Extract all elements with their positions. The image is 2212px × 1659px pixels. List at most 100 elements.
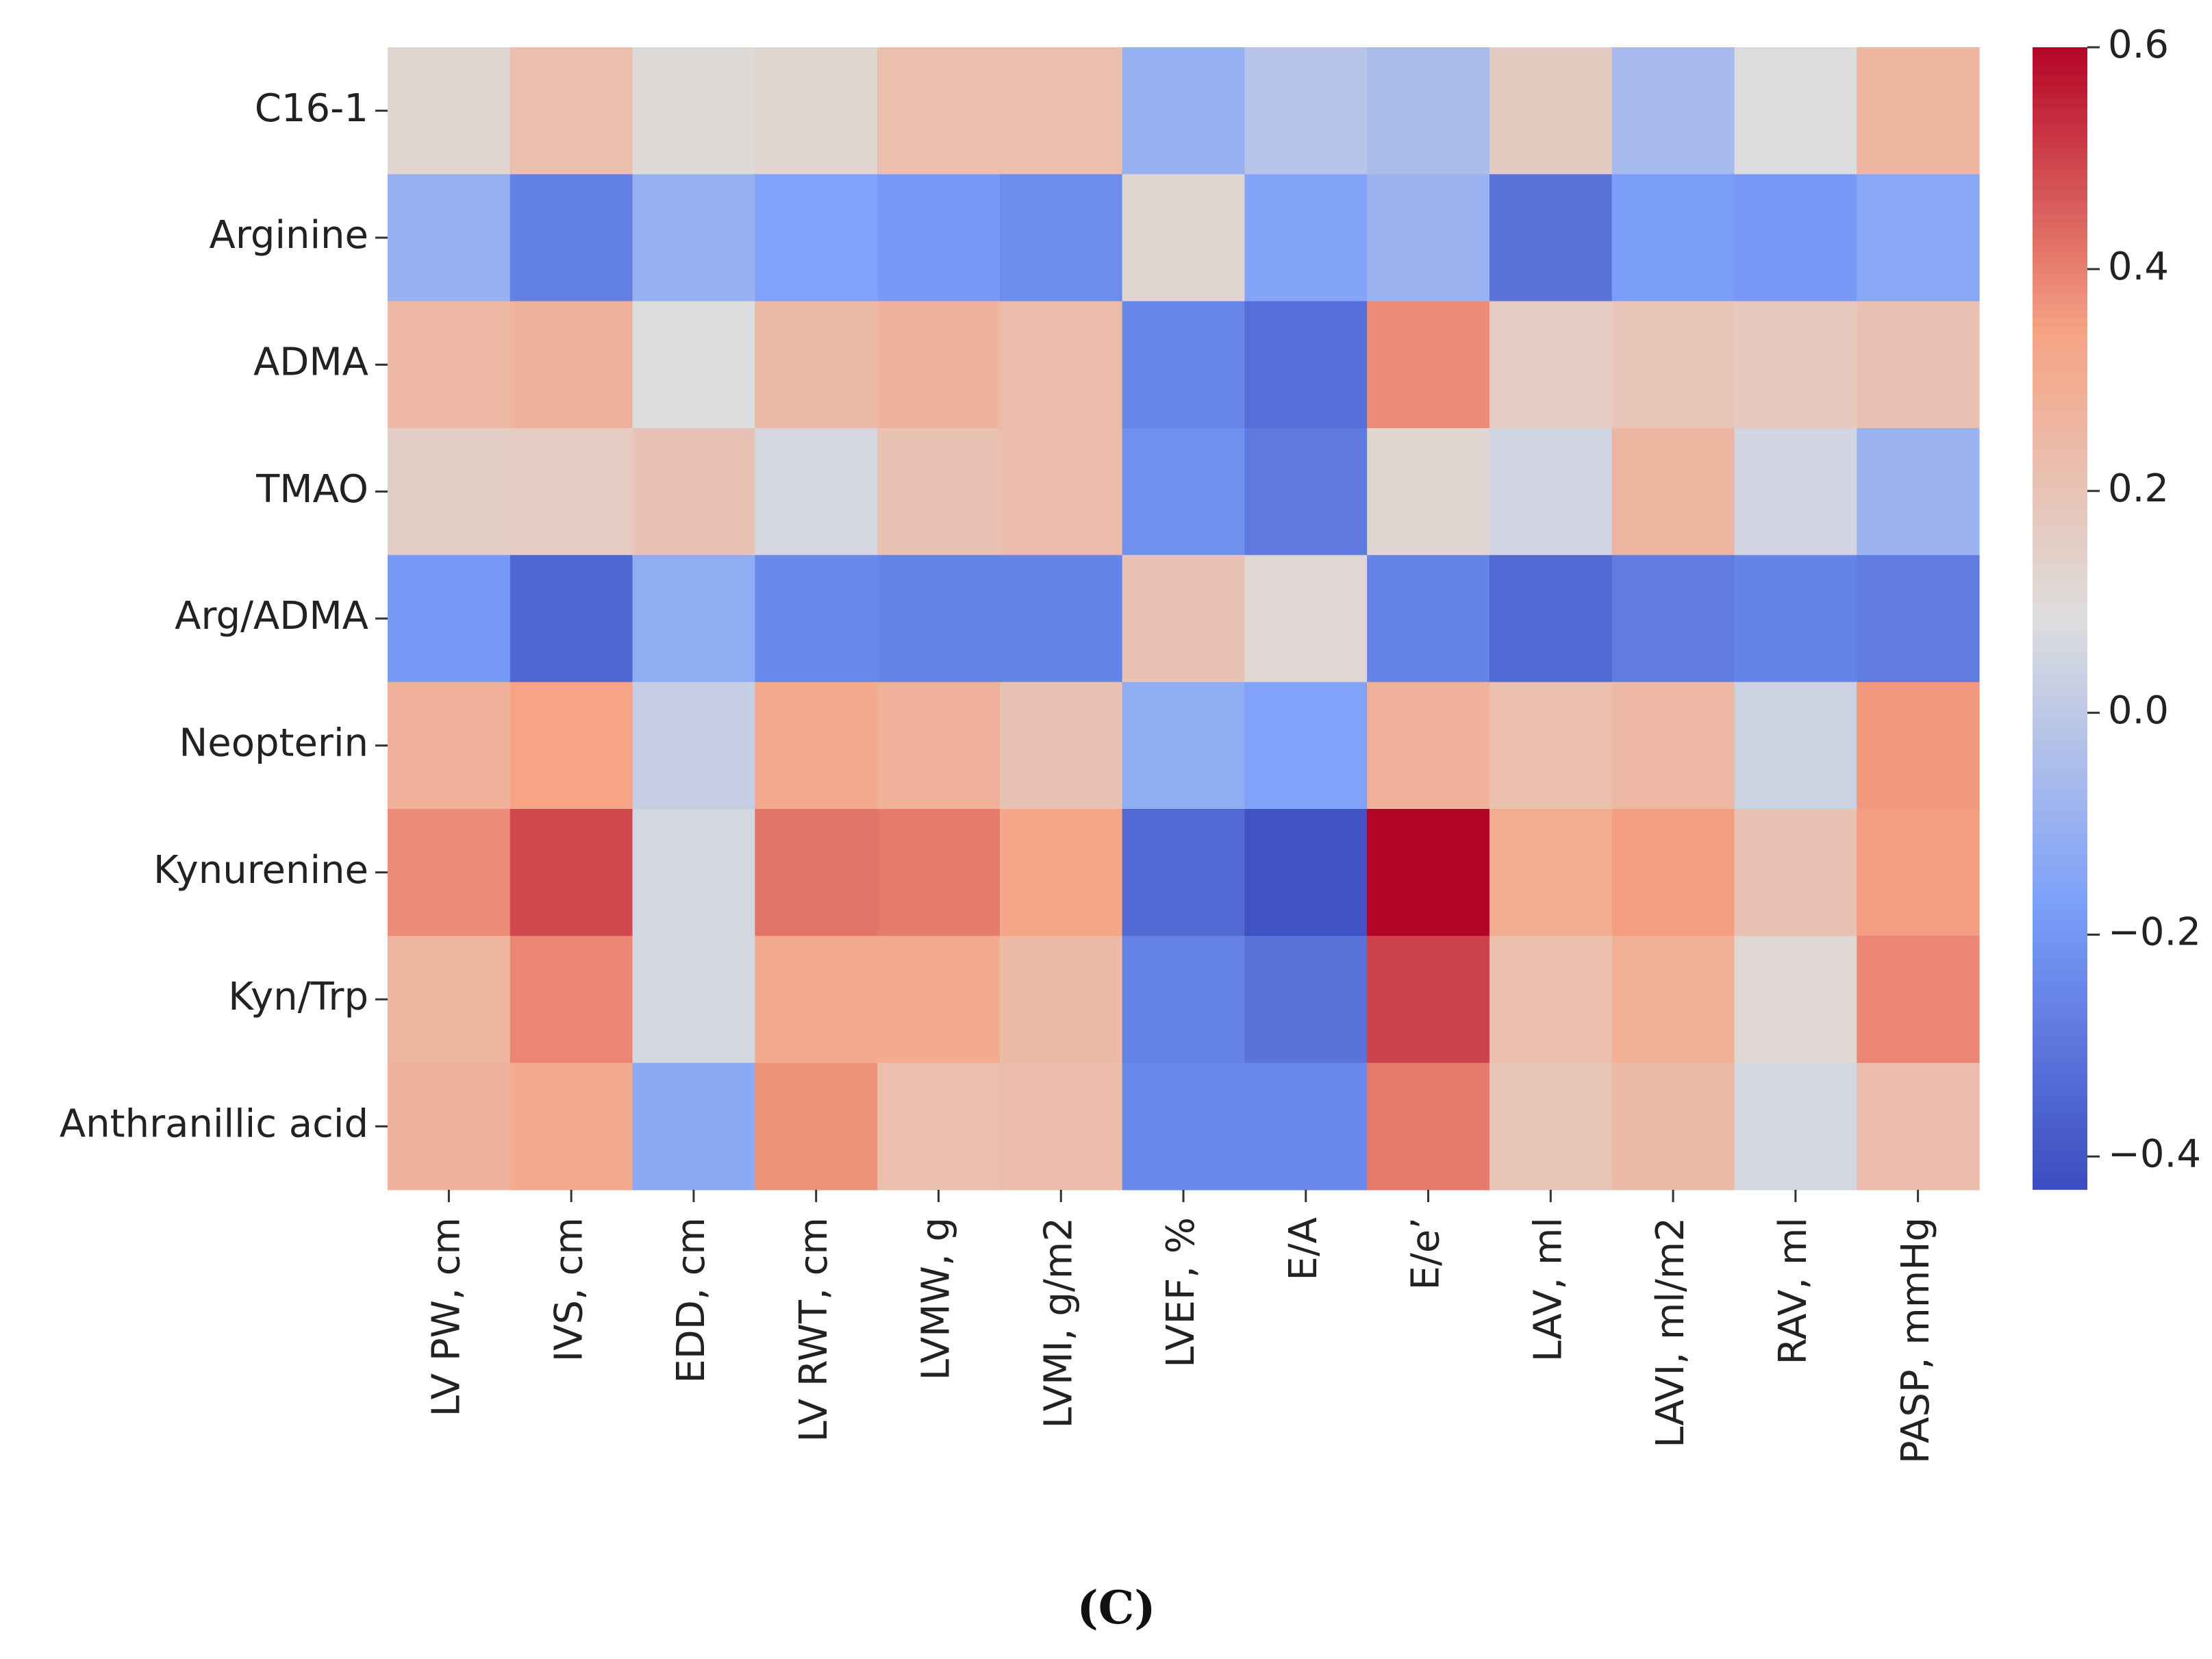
heatmap-cell xyxy=(510,555,633,683)
heatmap-cell xyxy=(388,936,511,1064)
heatmap-cell xyxy=(1611,936,1735,1064)
heatmap-cell xyxy=(1489,47,1613,175)
heatmap-cell xyxy=(755,555,878,683)
heatmap-cell xyxy=(1611,809,1735,936)
heatmap-cell xyxy=(755,682,878,810)
column-label: E/A xyxy=(1281,1217,1326,1281)
heatmap-cell xyxy=(510,428,633,556)
row-label: Arginine xyxy=(210,213,368,258)
heatmap-cell xyxy=(1122,428,1245,556)
heatmap-cell xyxy=(510,936,633,1064)
heatmap-cell xyxy=(1734,428,1857,556)
colorbar-tick-label: 0.2 xyxy=(2108,466,2169,511)
heatmap-cell xyxy=(1734,174,1857,302)
heatmap-cell xyxy=(632,428,755,556)
heatmap-cell xyxy=(1857,301,1980,429)
heatmap-cell xyxy=(388,428,511,556)
heatmap-cell xyxy=(877,936,1001,1064)
heatmap-cell xyxy=(1857,1062,1980,1190)
heatmap-cell xyxy=(877,428,1001,556)
row-label: Anthranillic acid xyxy=(60,1101,368,1146)
heatmap-cell xyxy=(999,936,1123,1064)
heatmap-cell xyxy=(632,809,755,936)
column-label: LV RWT, cm xyxy=(792,1217,836,1442)
row-label: ADMA xyxy=(253,340,368,384)
heatmap-cell xyxy=(1367,301,1490,429)
heatmap-cell xyxy=(1857,682,1980,810)
heatmap-cell xyxy=(1244,809,1368,936)
column-label: LV PW, cm xyxy=(425,1217,469,1417)
heatmap-cell xyxy=(388,47,511,175)
heatmap-cell xyxy=(1367,1062,1490,1190)
heatmap-cell xyxy=(1857,936,1980,1064)
heatmap-cell xyxy=(999,555,1123,683)
heatmap-cell xyxy=(877,1062,1001,1190)
heatmap-cell xyxy=(510,1062,633,1190)
colorbar-tick-label: −0.2 xyxy=(2108,910,2201,955)
row-label: Arg/ADMA xyxy=(175,594,368,638)
column-label: EDD, cm xyxy=(669,1217,714,1384)
heatmap-cell xyxy=(1122,47,1245,175)
heatmap-cell xyxy=(510,174,633,302)
heatmap-cell xyxy=(632,936,755,1064)
heatmap-cell xyxy=(388,174,511,302)
heatmap-cell xyxy=(755,47,878,175)
heatmap-cell xyxy=(1611,428,1735,556)
heatmap-cell xyxy=(755,174,878,302)
heatmap-cell xyxy=(1367,47,1490,175)
heatmap-cell xyxy=(632,1062,755,1190)
heatmap-cell xyxy=(1367,428,1490,556)
colorbar: 0.6 0.4 0.2 0.0 −0.2 −0.4 xyxy=(2033,23,2201,1190)
column-label: LAV, ml xyxy=(1526,1217,1570,1362)
column-labels: LV PW, cm IVS, cm EDD, cm LV RWT, cm LVMW, g… xyxy=(425,1190,1938,1464)
heatmap-cell xyxy=(1122,682,1245,810)
heatmap-cell xyxy=(1611,174,1735,302)
heatmap-cell xyxy=(1734,809,1857,936)
heatmap-cell xyxy=(1857,428,1980,556)
heatmap-cell xyxy=(999,682,1123,810)
heatmap-cell xyxy=(632,47,755,175)
heatmap-cell xyxy=(1857,809,1980,936)
heatmap-cell xyxy=(632,555,755,683)
heatmap-cell xyxy=(999,301,1123,429)
row-label: Kyn/Trp xyxy=(228,975,368,1019)
heatmap-cell xyxy=(999,809,1123,936)
heatmap-cell xyxy=(1122,301,1245,429)
panel-label: (C) xyxy=(1077,1581,1156,1634)
colorbar-tick-label: −0.4 xyxy=(2108,1132,2201,1177)
heatmap-cell xyxy=(755,809,878,936)
column-label: RAV, ml xyxy=(1771,1217,1815,1364)
heatmap-cell xyxy=(877,809,1001,936)
heatmap-cell xyxy=(877,682,1001,810)
heatmap-cell xyxy=(1244,682,1368,810)
heatmap-cell xyxy=(1122,555,1245,683)
heatmap-cell xyxy=(1857,555,1980,683)
heatmap-cell xyxy=(755,936,878,1064)
heatmap-cell xyxy=(755,1062,878,1190)
heatmap-cell xyxy=(755,301,878,429)
column-label: LVEF, % xyxy=(1159,1217,1203,1368)
column-label: PASP, mmHg xyxy=(1894,1217,1938,1464)
heatmap-cell xyxy=(510,301,633,429)
heatmap-cell xyxy=(755,428,878,556)
colorbar-tick-label: 0.4 xyxy=(2108,245,2169,289)
heatmap-cell xyxy=(877,301,1001,429)
heatmap-cell xyxy=(1367,682,1490,810)
heatmap-cell xyxy=(1734,682,1857,810)
heatmap-cell xyxy=(1611,301,1735,429)
heatmap-cell xyxy=(632,301,755,429)
heatmap-cell xyxy=(1611,1062,1735,1190)
heatmap-cell xyxy=(388,809,511,936)
heatmap-cells xyxy=(388,47,1980,1190)
heatmap-cell xyxy=(1122,936,1245,1064)
colorbar-ticks: 0.6 0.4 0.2 0.0 −0.2 −0.4 xyxy=(2087,23,2201,1177)
heatmap-cell xyxy=(877,555,1001,683)
heatmap-cell xyxy=(1489,301,1613,429)
heatmap-cell xyxy=(510,47,633,175)
heatmap-cell xyxy=(632,682,755,810)
heatmap-cell xyxy=(1857,174,1980,302)
heatmap-cell xyxy=(1367,555,1490,683)
heatmap-cell xyxy=(1611,555,1735,683)
heatmap-cell xyxy=(388,301,511,429)
